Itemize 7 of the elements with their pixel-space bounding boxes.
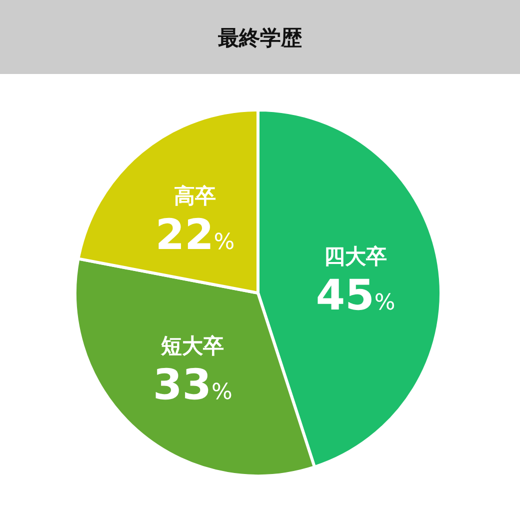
slice-label: 四大卒: [324, 244, 388, 269]
data-label: 45%: [316, 270, 396, 320]
chart-title: 最終学歴: [217, 26, 302, 50]
data-label: 33%: [152, 360, 232, 410]
data-label: 22%: [155, 210, 235, 259]
slice-label: 高卒: [174, 184, 216, 208]
slice-label: 短大卒: [160, 334, 224, 358]
